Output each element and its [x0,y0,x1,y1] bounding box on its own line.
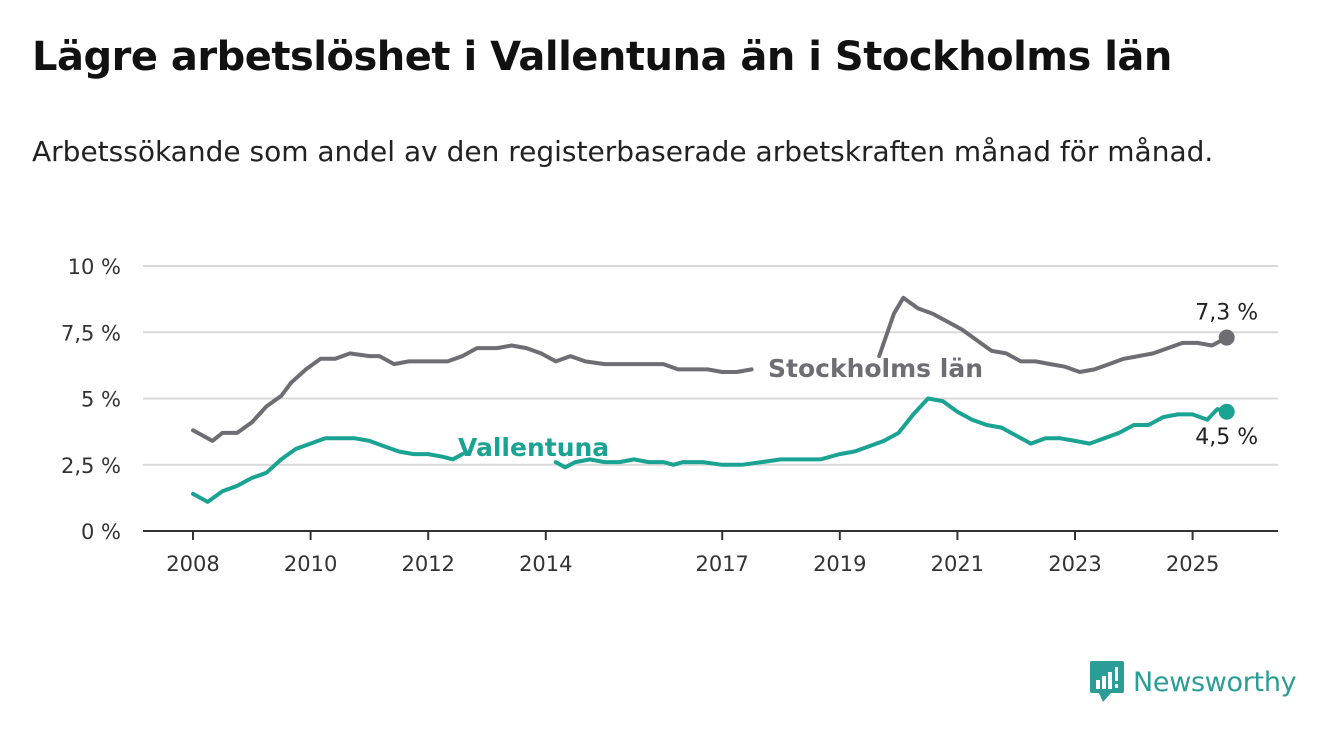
series-label-vallentuna: Vallentuna [458,433,609,462]
y-tick-label: 2,5 % [61,454,121,478]
x-tick-label: 2021 [931,552,984,576]
grid-lines [143,265,1278,532]
chart-subtitle: Arbetssökande som andel av den registerb… [32,135,1214,168]
series-line-vallentuna [191,436,465,504]
series-end-marker-vallentuna [1218,403,1235,420]
series-label-stockholm: Stockholms län [768,354,983,383]
series-labels: Stockholms län Vallentuna 7,3 % 4,5 % [458,301,1258,462]
x-tick-label: 2008 [166,552,219,576]
series-lines [191,295,1235,504]
y-tick-label: 7,5 % [61,321,121,345]
x-tick-label: 2025 [1166,552,1219,576]
series-line-stockholm [191,343,754,443]
chart-title: Lägre arbetslöshet i Vallentuna än i Sto… [32,34,1172,80]
x-tick-label: 2019 [813,552,866,576]
end-value-label-vallentuna: 4,5 % [1195,425,1258,450]
series-end-marker-stockholm [1218,329,1235,346]
brand-name: Newsworthy [1133,666,1297,698]
y-tick-label: 5 % [81,388,121,412]
x-tick-label: 2012 [401,552,454,576]
x-axis-ticks: 2008 2010 2012 2014 2017 2019 2021 2023 2025 [166,531,1219,576]
series-line-vallentuna [553,396,1229,470]
y-tick-label: 10 % [68,255,121,279]
end-value-label-stockholm: 7,3 % [1195,301,1258,326]
x-tick-label: 2010 [284,552,337,576]
y-axis-ticks: 0 % 2,5 % 5 % 7,5 % 10 % [61,255,121,544]
x-tick-label: 2017 [695,552,748,576]
y-tick-label: 0 % [81,520,121,544]
newsworthy-logo-icon [1090,661,1124,702]
x-tick-label: 2023 [1048,552,1101,576]
series-line-stockholm [877,295,1229,374]
brand: Newsworthy [1089,659,1297,705]
x-tick-label: 2014 [519,552,572,576]
